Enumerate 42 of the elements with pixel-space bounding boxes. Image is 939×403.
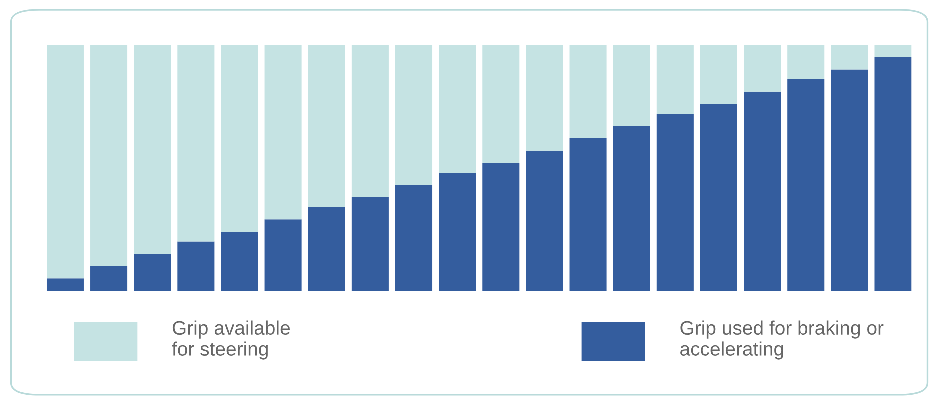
bar xyxy=(178,45,215,242)
bar xyxy=(831,70,868,291)
bar xyxy=(134,254,172,291)
bar xyxy=(526,45,564,151)
bar xyxy=(134,45,172,254)
bar xyxy=(656,45,694,114)
bar xyxy=(395,185,433,291)
bar xyxy=(439,45,476,173)
bar xyxy=(700,45,738,104)
bar xyxy=(656,114,694,291)
bar xyxy=(874,45,912,58)
legend-label: Grip used for braking or accelerating xyxy=(680,320,884,360)
bar xyxy=(744,45,782,92)
bar xyxy=(221,232,258,291)
bar xyxy=(788,80,825,291)
bar xyxy=(308,207,346,291)
bar xyxy=(700,104,738,291)
bar xyxy=(570,138,607,291)
bar xyxy=(352,198,389,291)
bar xyxy=(526,150,564,291)
bar xyxy=(308,45,346,208)
bar xyxy=(570,45,607,139)
bar xyxy=(90,266,128,291)
bar xyxy=(788,45,825,80)
bar xyxy=(439,172,476,291)
bar xyxy=(46,45,84,279)
bar xyxy=(221,45,258,232)
bar xyxy=(178,242,215,291)
bar xyxy=(831,45,868,70)
bar xyxy=(613,126,650,291)
bar xyxy=(482,45,520,164)
bar xyxy=(264,45,302,220)
bar xyxy=(744,92,782,291)
bar xyxy=(613,45,650,126)
legend-label: Grip available for steering xyxy=(172,320,290,360)
bar xyxy=(264,220,302,291)
bar xyxy=(395,45,433,186)
bar xyxy=(46,278,84,291)
bar xyxy=(874,57,912,291)
bar xyxy=(482,163,520,291)
bar xyxy=(352,45,389,198)
bar xyxy=(90,45,128,266)
